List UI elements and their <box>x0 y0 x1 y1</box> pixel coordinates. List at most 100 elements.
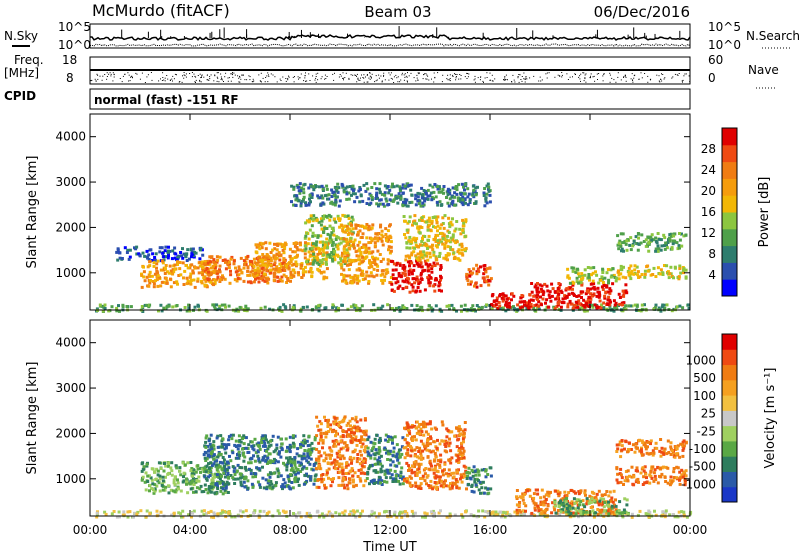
nave-dot <box>540 81 541 82</box>
data-cell <box>294 480 297 483</box>
data-cell <box>630 270 633 273</box>
data-cell <box>344 260 347 263</box>
nave-dot <box>647 76 648 77</box>
data-cell <box>604 291 607 294</box>
nave-dot <box>526 76 527 77</box>
nave-dot <box>253 79 254 80</box>
data-cell <box>523 303 526 306</box>
data-cell <box>152 488 155 491</box>
data-cell <box>452 251 455 254</box>
data-cell <box>398 285 401 288</box>
data-cell <box>576 277 579 280</box>
data-cell <box>421 216 424 219</box>
data-cell <box>608 299 611 302</box>
data-cell <box>398 272 401 275</box>
nave-dot <box>367 75 368 76</box>
data-cell <box>247 265 250 268</box>
data-cell <box>352 279 355 282</box>
nave-dot <box>304 77 305 78</box>
nave-dot <box>423 78 424 79</box>
data-cell <box>128 258 131 261</box>
data-cell <box>230 437 233 440</box>
nave-dot <box>111 74 112 75</box>
data-cell <box>228 455 231 458</box>
data-cell <box>416 279 419 282</box>
data-cell <box>287 475 290 478</box>
data-cell <box>378 450 381 453</box>
data-cell <box>678 305 681 308</box>
data-cell <box>419 243 422 246</box>
data-cell <box>283 244 286 247</box>
data-cell <box>442 192 445 195</box>
data-cell <box>343 251 346 254</box>
data-cell <box>348 217 351 220</box>
data-cell <box>207 511 210 514</box>
nave-dot <box>192 76 193 77</box>
data-cell <box>177 487 180 490</box>
data-cell <box>292 442 295 445</box>
data-cell <box>461 183 464 186</box>
data-cell <box>331 303 334 306</box>
data-cell <box>646 265 649 268</box>
data-cell <box>573 294 576 297</box>
data-cell <box>357 475 360 478</box>
data-cell <box>379 481 382 484</box>
nave-dot <box>282 77 283 78</box>
data-cell <box>432 216 435 219</box>
data-cell <box>238 265 241 268</box>
data-cell <box>378 188 381 191</box>
data-cell <box>651 233 654 236</box>
nsearch-line <box>90 44 690 46</box>
nave-dot <box>492 75 493 76</box>
nave-dot <box>554 77 555 78</box>
data-cell <box>292 486 295 489</box>
nave-dot <box>456 76 457 77</box>
data-cell <box>282 249 285 252</box>
data-cell <box>371 447 374 450</box>
data-cell <box>408 201 411 204</box>
data-cell <box>363 184 366 187</box>
data-cell <box>309 200 312 203</box>
data-cell <box>205 488 208 491</box>
data-cell <box>269 476 272 479</box>
data-cell <box>348 232 351 235</box>
data-cell <box>530 299 533 302</box>
data-cell <box>250 445 253 448</box>
nave-dot <box>303 80 304 81</box>
data-cell <box>351 216 354 219</box>
nave-dot <box>348 78 349 79</box>
nave-dot <box>281 80 282 81</box>
data-cell <box>354 449 357 452</box>
data-cell <box>361 256 364 259</box>
data-cell <box>273 275 276 278</box>
data-cell <box>111 305 114 308</box>
data-cell <box>247 281 250 284</box>
data-cell <box>364 226 367 229</box>
nave-dot <box>578 77 579 78</box>
nave-dot <box>457 74 458 75</box>
data-cell <box>259 264 262 267</box>
data-cell <box>222 438 225 441</box>
data-cell <box>334 417 337 420</box>
data-cell <box>641 304 644 307</box>
nave-dot <box>140 79 141 80</box>
data-cell <box>302 188 305 191</box>
data-cell <box>246 451 249 454</box>
data-cell <box>456 257 459 260</box>
data-cell <box>171 257 174 260</box>
data-cell <box>170 461 173 464</box>
nave-dot <box>591 73 592 74</box>
data-cell <box>399 511 402 514</box>
data-cell <box>461 219 464 222</box>
data-cell <box>306 455 309 458</box>
data-cell <box>325 276 328 279</box>
nave-dot <box>523 78 524 79</box>
nave-dot <box>163 80 164 81</box>
data-cell <box>385 272 388 275</box>
data-cell <box>428 217 431 220</box>
data-cell <box>435 218 438 221</box>
nave-dot <box>158 80 159 81</box>
data-cell <box>299 243 302 246</box>
data-cell <box>237 273 240 276</box>
data-cell <box>309 476 312 479</box>
